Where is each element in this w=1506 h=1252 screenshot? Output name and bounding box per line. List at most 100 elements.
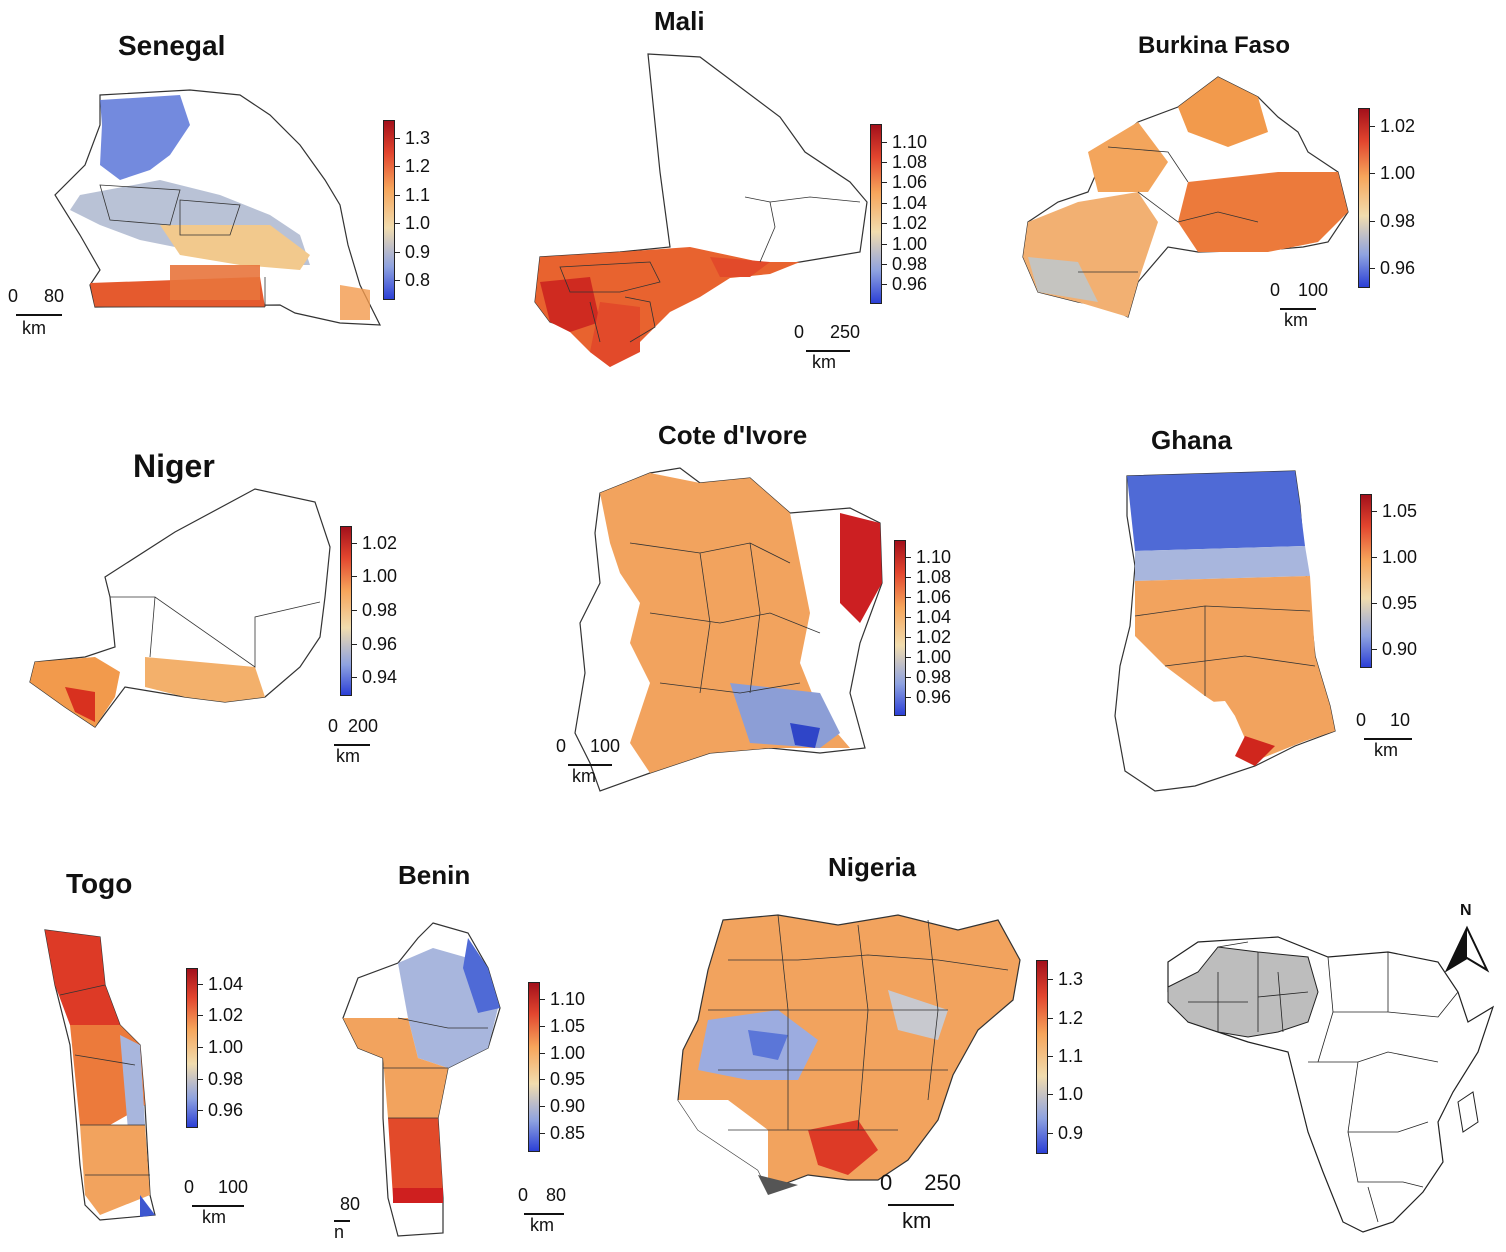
- senegal-legend-tick: [394, 223, 400, 225]
- benin-legend-tick: [539, 1133, 545, 1135]
- ghana-legend-tick: [1371, 648, 1377, 650]
- nigeria-legend-label: 0.9: [1058, 1122, 1084, 1143]
- cote-legend-tick: [905, 676, 911, 678]
- benin-legend-tick: [539, 1079, 545, 1081]
- senegal-legend-label: 0.9: [405, 241, 431, 262]
- senegal-legend-tick: [394, 194, 400, 196]
- niger-legend-label: 1.02: [362, 532, 398, 553]
- mali-legend-label: 1.08: [892, 152, 928, 173]
- ghana-legend-label: 0.90: [1382, 638, 1418, 659]
- benin-legend-label: 0.95: [550, 1069, 586, 1090]
- senegal-scale-nums: 0 80: [8, 286, 65, 306]
- cote-legend-tick: [905, 656, 911, 658]
- mali-legend-label: 0.96: [892, 274, 928, 295]
- niger-legend-tick: [351, 643, 357, 645]
- nigeria-legend-tick: [1047, 1094, 1053, 1096]
- cote-legend-label: 0.96: [916, 686, 952, 707]
- senegal-map: [54, 89, 381, 326]
- mali-legend-tick: [881, 162, 887, 164]
- cote-legend-label: 1.10: [916, 547, 952, 568]
- niger-legend-label: 0.98: [362, 600, 398, 620]
- mali-legend-tick: [881, 182, 887, 184]
- mali-legend-label: 1.02: [892, 213, 928, 234]
- mali-legend-tick: [881, 223, 887, 225]
- nigeria-legend-label: 1.3: [1058, 969, 1084, 990]
- burkina-legend-label: 1.00: [1380, 163, 1416, 184]
- mali-legend-tick: [881, 243, 887, 245]
- mali-legend-label: 0.98: [892, 253, 928, 274]
- togo-legend-tick: [197, 983, 203, 985]
- nigeria-legend-tick: [1047, 979, 1053, 981]
- togo-legend-tick: [197, 1015, 203, 1017]
- cote-legend-tick: [905, 557, 911, 559]
- togo-legend-label: 0.98: [208, 1068, 244, 1089]
- togo-legend-label: 0.96: [208, 1100, 244, 1121]
- benin-legend-label: 1.10: [550, 988, 586, 1009]
- nigeria-legend-label: 1.0: [1058, 1084, 1084, 1105]
- benin-legend-tick: [539, 1052, 545, 1054]
- mali-map: [534, 53, 868, 367]
- benin-legend-tick: [539, 1106, 545, 1108]
- cote-legend-tick: [905, 617, 911, 619]
- cote-map: [574, 467, 883, 792]
- benin-map: [342, 922, 501, 1237]
- mali-legend-label: 1.04: [892, 192, 928, 213]
- togo-legend-tick: [197, 1078, 203, 1080]
- niger-legend-label: 0.96: [362, 633, 398, 654]
- nigeria-legend-label: 1.1: [1058, 1046, 1084, 1066]
- senegal-legend-label: 0.8: [405, 270, 431, 291]
- togo-map: [44, 929, 156, 1221]
- niger-legend-label: 1.00: [362, 566, 398, 587]
- cote-title: Cote d'Ivore: [658, 420, 808, 450]
- senegal-title: Senegal: [118, 30, 226, 61]
- north-arrow-icon: [1444, 925, 1490, 973]
- cote-legend-label: 1.04: [916, 607, 952, 628]
- mali-title: Mali: [654, 6, 705, 36]
- ghana-legend-label: 1.05: [1382, 501, 1418, 522]
- cote-legend-label: 1.00: [916, 646, 952, 667]
- togo-legend-label: 1.04: [208, 973, 244, 994]
- ghana-legend-tick: [1371, 557, 1377, 559]
- ghana-map: [1114, 470, 1336, 792]
- cote-legend-tick: [905, 636, 911, 638]
- burkina-legend-tick: [1369, 220, 1375, 222]
- togo-title: Togo: [66, 868, 133, 899]
- senegal-legend-label: 1.2: [405, 156, 431, 177]
- senegal-legend-tick: [394, 137, 400, 139]
- senegal-legend-label: 1.3: [405, 127, 431, 148]
- nigeria-legend-tick: [1047, 1056, 1053, 1057]
- benin-legend-label: 0.90: [550, 1096, 586, 1117]
- niger-title: Niger: [133, 448, 215, 484]
- benin-legend-label: 1.00: [550, 1042, 586, 1063]
- burkina-legend-label: 0.98: [1380, 210, 1416, 231]
- burkina-legend-tick: [1369, 125, 1375, 127]
- benin-legend-label: 0.85: [550, 1123, 586, 1144]
- cote-legend-label: 1.08: [916, 567, 952, 588]
- mali-legend-tick: [881, 263, 887, 265]
- niger-legend-label: 0.94: [362, 667, 398, 688]
- niger-map: [29, 488, 331, 728]
- senegal-legend-tick: [394, 280, 400, 282]
- burkina-legend-label: 1.02: [1380, 115, 1416, 136]
- mali-legend-tick: [881, 202, 887, 204]
- burkina-map: [1022, 76, 1349, 318]
- mali-legend-label: 1.00: [892, 233, 928, 254]
- ghana-legend-label: 0.95: [1382, 592, 1418, 613]
- ghana-legend-tick: [1371, 511, 1377, 513]
- benin-legend-tick: [539, 998, 545, 1000]
- nigeria-map: [677, 914, 1021, 1195]
- burkina-legend-tick: [1369, 173, 1375, 175]
- togo-legend-tick: [197, 1047, 203, 1048]
- togo-legend-label: 1.00: [208, 1037, 244, 1057]
- mali-legend-label: 1.06: [892, 172, 928, 193]
- burkina-title: Burkina Faso: [1138, 32, 1291, 59]
- niger-legend-tick: [351, 576, 357, 578]
- senegal-legend-label: 1.1: [405, 184, 431, 205]
- nigeria-legend-label: 1.2: [1058, 1007, 1084, 1028]
- senegal-legend-tick: [394, 251, 400, 253]
- burkina-legend-tick: [1369, 268, 1375, 270]
- nigeria-legend-tick: [1047, 1017, 1053, 1019]
- senegal-legend-tick: [394, 166, 400, 168]
- cote-legend-label: 0.98: [916, 666, 952, 687]
- burkina-legend-label: 0.96: [1380, 258, 1416, 279]
